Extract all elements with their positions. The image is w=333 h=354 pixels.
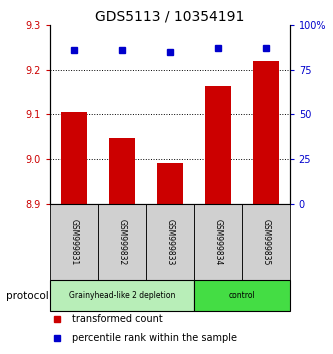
Text: protocol: protocol [6, 291, 49, 301]
Text: control: control [228, 291, 255, 300]
Bar [242, 204, 290, 280]
Bar [50, 280, 194, 311]
Text: Grainyhead-like 2 depletion: Grainyhead-like 2 depletion [69, 291, 175, 300]
Text: GSM999833: GSM999833 [165, 219, 174, 265]
Text: GSM999834: GSM999834 [213, 219, 222, 265]
Text: GSM999831: GSM999831 [69, 219, 79, 265]
Text: transformed count: transformed count [72, 314, 162, 324]
Bar [109, 138, 135, 204]
Text: GSM999832: GSM999832 [117, 219, 127, 265]
Title: GDS5113 / 10354191: GDS5113 / 10354191 [95, 10, 244, 24]
Text: percentile rank within the sample: percentile rank within the sample [72, 333, 236, 343]
Bar [157, 162, 183, 204]
Bar [194, 280, 290, 311]
Bar [98, 204, 146, 280]
Bar [194, 204, 242, 280]
Bar [50, 204, 98, 280]
Text: GSM999835: GSM999835 [261, 219, 270, 265]
Bar [252, 62, 279, 204]
Bar [146, 204, 194, 280]
Bar [61, 112, 87, 204]
Bar [204, 86, 231, 204]
